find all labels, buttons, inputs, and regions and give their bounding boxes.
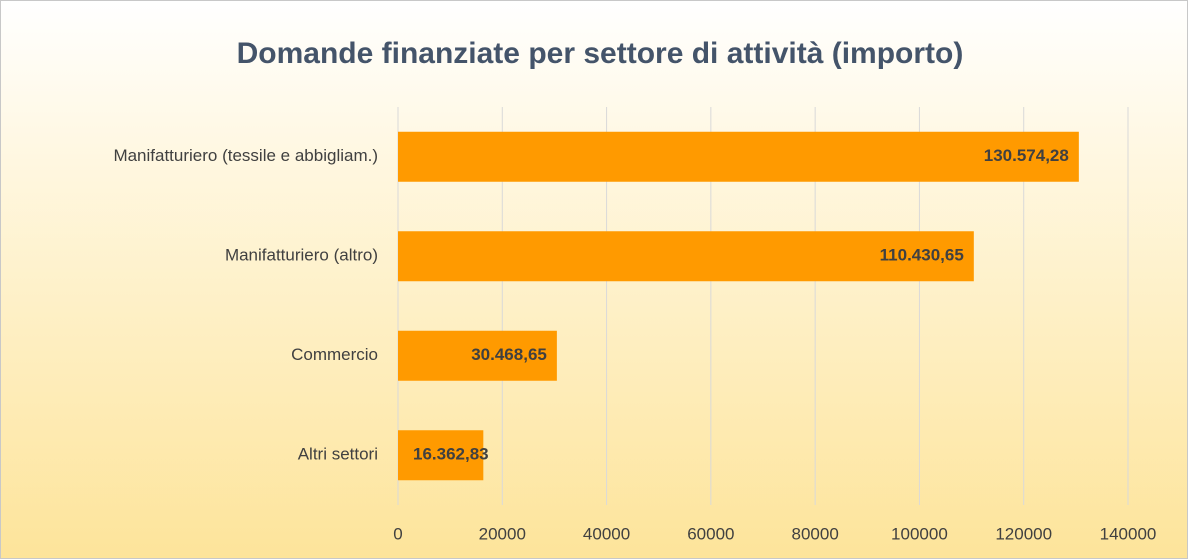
x-tick-label: 120000 xyxy=(995,524,1052,543)
data-label: 110.430,65 xyxy=(880,246,964,265)
bar xyxy=(398,231,974,282)
bar xyxy=(398,430,484,481)
y-tick-label: Altri settori xyxy=(298,445,378,464)
data-label: 16.362,83 xyxy=(413,445,489,464)
x-tick-label: 20000 xyxy=(479,524,526,543)
y-tick-label: Manifatturiero (tessile e abbigliam.) xyxy=(113,146,378,165)
bar xyxy=(398,131,1079,182)
x-tick-label: 80000 xyxy=(792,524,839,543)
y-tick-label: Manifatturiero (altro) xyxy=(225,246,378,265)
bar xyxy=(398,330,557,381)
x-tick-label: 40000 xyxy=(583,524,630,543)
chart-title: Domande finanziate per settore di attivi… xyxy=(237,37,964,70)
data-label: 130.574,28 xyxy=(984,146,1069,165)
x-tick-label: 0 xyxy=(393,524,402,543)
x-tick-label: 60000 xyxy=(687,524,734,543)
data-label: 30.468,65 xyxy=(471,345,547,364)
y-tick-label: Commercio xyxy=(291,345,378,364)
x-tick-label: 100000 xyxy=(891,524,948,543)
x-tick-label: 140000 xyxy=(1100,524,1157,543)
